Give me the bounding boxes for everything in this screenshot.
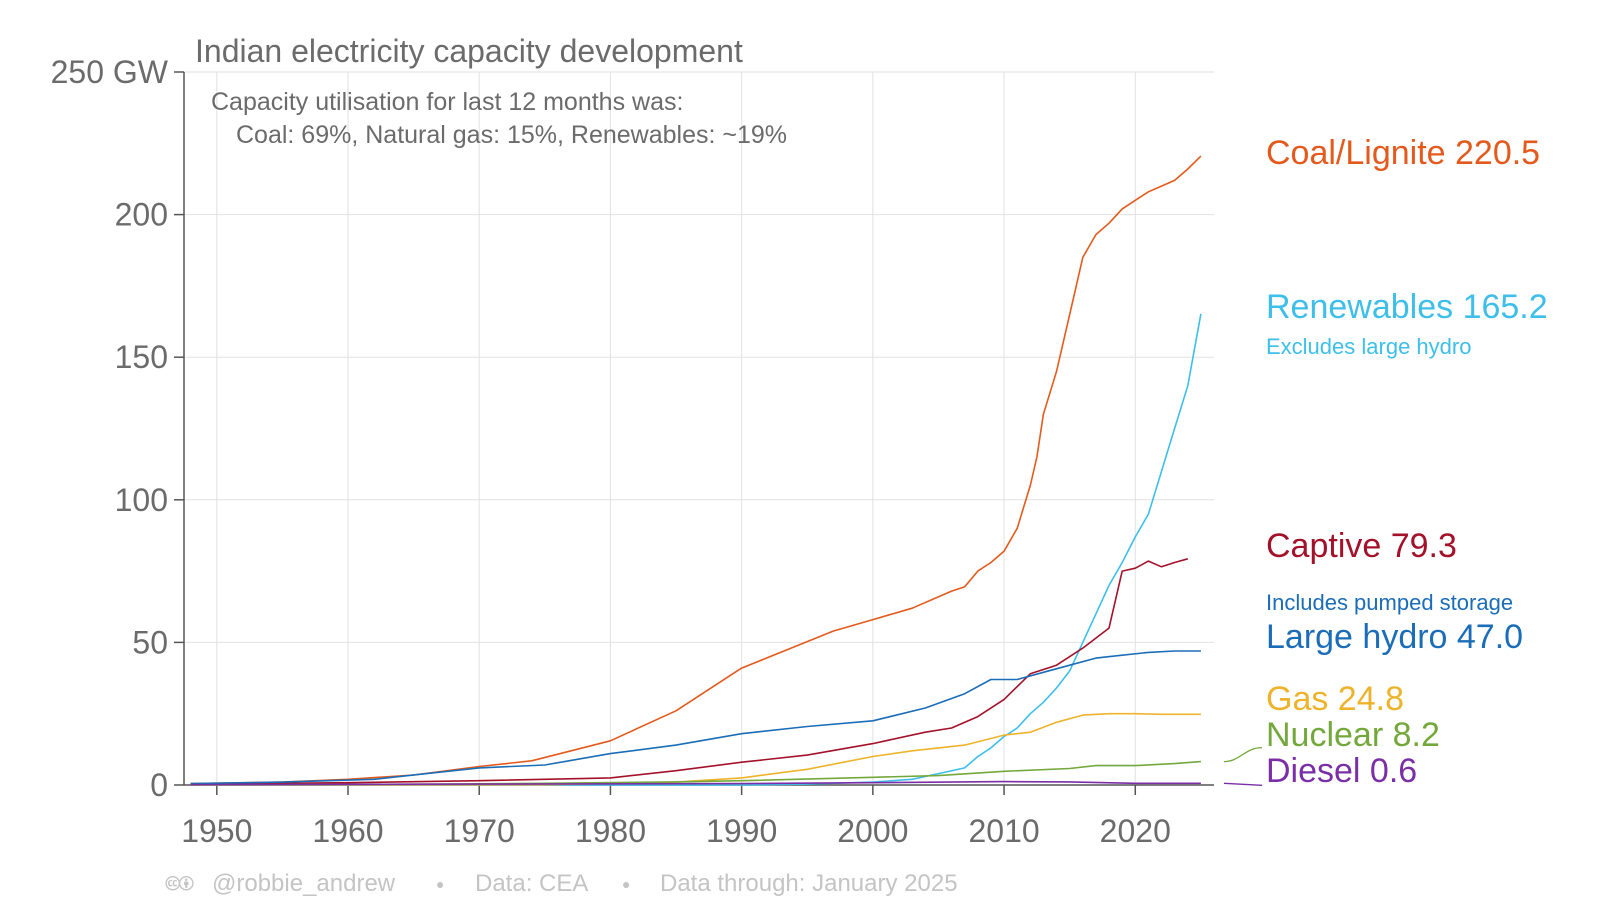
series-labels: Coal/Lignite 220.5 Renewables 165.2 Exclud… (1223, 134, 1548, 790)
footer-separator: ● (622, 876, 630, 892)
series-label-gas: Gas 24.8 (1266, 680, 1404, 718)
footer: 🅭🅯 @robbie_andrew ● Data: CEA ● Data thr… (165, 870, 958, 897)
x-tick-label: 1960 (312, 813, 383, 849)
cc-license-icon: 🅭🅯 (165, 871, 195, 896)
series-lines (190, 155, 1202, 786)
footer-handle: @robbie_andrew (212, 870, 396, 897)
x-tick-label: 1980 (575, 813, 646, 849)
chart-title: Indian electricity capacity development (195, 33, 743, 69)
series-label-nuclear: Nuclear 8.2 (1266, 716, 1440, 754)
x-tick-label: 1970 (444, 813, 515, 849)
footer-source: Data: CEA (475, 870, 588, 897)
annotation-line-1: Capacity utilisation for last 12 months … (211, 88, 683, 116)
x-tick-label: 1950 (181, 813, 252, 849)
footer-separator: ● (436, 876, 444, 892)
leader-line-nuclear (1223, 746, 1263, 763)
y-tick-label: 200 (115, 197, 168, 233)
annotation-line-2: Coal: 69%, Natural gas: 15%, Renewables:… (236, 121, 787, 149)
series-label-coal-lignite: Coal/Lignite 220.5 (1266, 134, 1540, 172)
y-tick-label: 0 (150, 767, 168, 803)
x-tick-label: 2020 (1100, 813, 1171, 849)
series-line-renewables (190, 313, 1202, 786)
y-tick-label: 50 (132, 624, 168, 660)
gridlines (184, 71, 1214, 786)
axes: 0 50 100 150 200 250 GW 1950 1960 1970 1980 1990 20… (51, 54, 1214, 849)
footer-data-through: Data through: January 2025 (660, 870, 958, 897)
y-tick-label: 100 (115, 482, 168, 518)
x-tick-label: 2010 (968, 813, 1039, 849)
series-label-large-hydro: Large hydro 47.0 (1266, 618, 1523, 656)
series-line-diesel (190, 780, 1201, 786)
series-sublabel-large-hydro: Includes pumped storage (1266, 590, 1513, 615)
series-line-gas (190, 712, 1201, 786)
series-label-captive: Captive 79.3 (1266, 527, 1457, 565)
x-tick-label: 1990 (706, 813, 777, 849)
y-tick-label: 250 GW (51, 54, 169, 90)
series-label-renewables: Renewables 165.2 (1266, 288, 1548, 326)
series-label-diesel: Diesel 0.6 (1266, 752, 1417, 790)
series-line-captive (190, 558, 1189, 785)
leader-line-diesel (1223, 782, 1263, 786)
series-line-coal-lignite (190, 155, 1202, 785)
series-sublabel-renewables: Excludes large hydro (1266, 334, 1471, 359)
y-tick-label: 150 (115, 339, 168, 375)
x-tick-label: 2000 (837, 813, 908, 849)
series-line-large-hydro (190, 650, 1201, 785)
